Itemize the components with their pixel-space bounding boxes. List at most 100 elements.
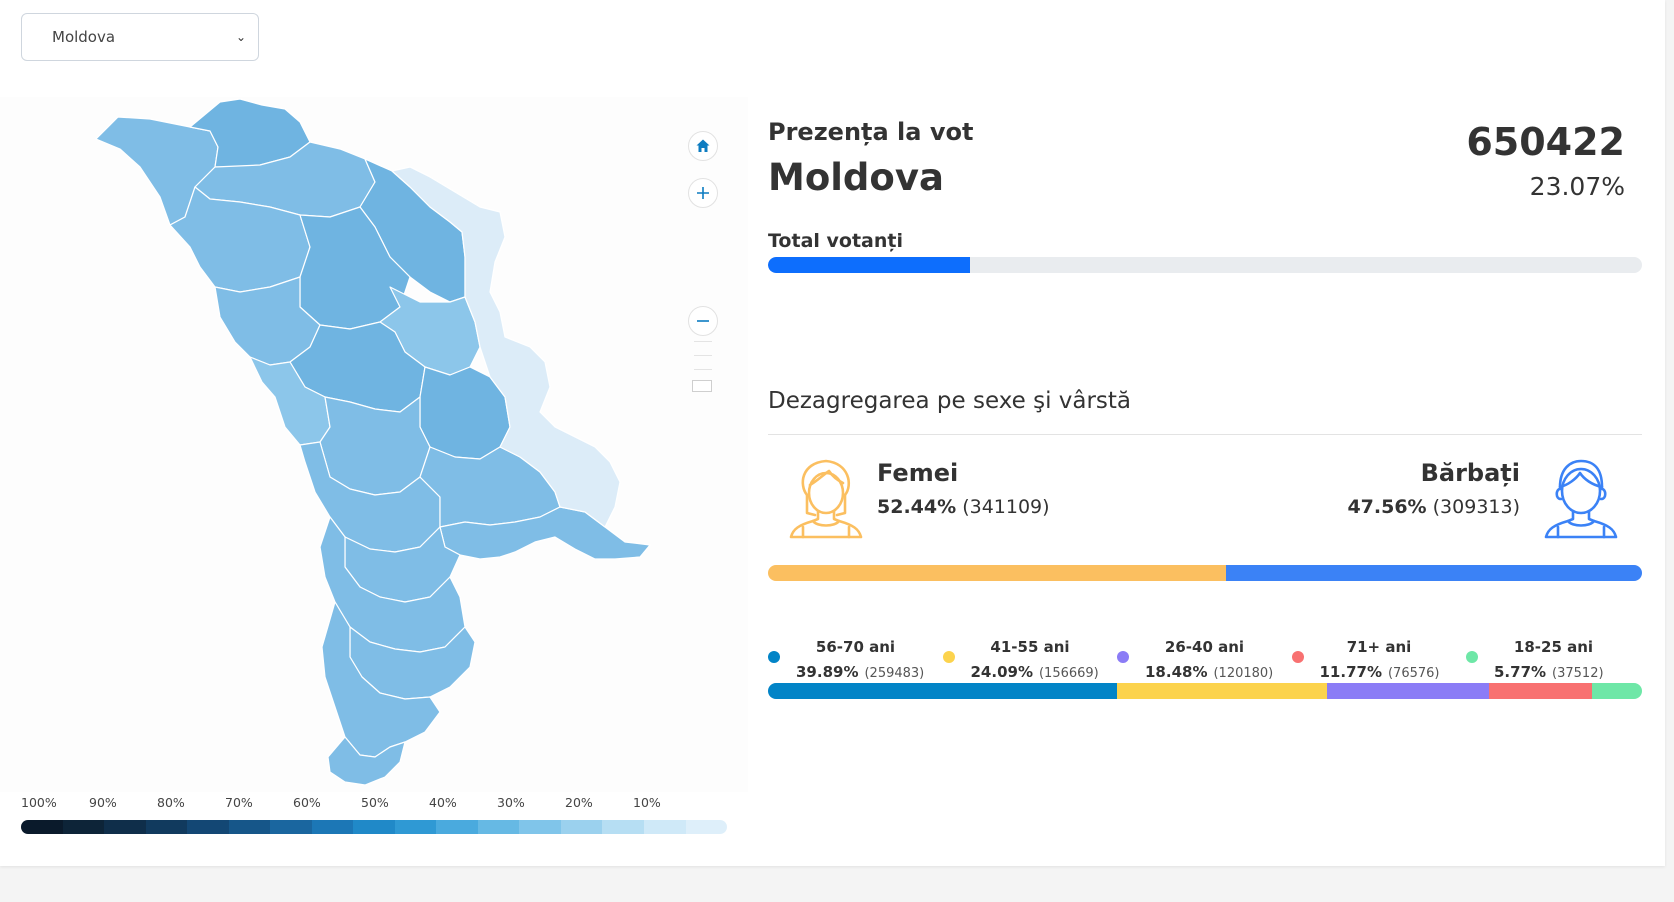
map-region-transnistria[interactable]: [391, 166, 621, 528]
map-region-far-south[interactable]: [327, 736, 406, 786]
legend-swatch: [436, 820, 478, 834]
age-group-stats: 24.09% (156669): [971, 663, 1099, 681]
legend-label: 100%: [21, 795, 57, 810]
age-group-percent: 5.77%: [1494, 663, 1547, 681]
legend-swatch: [353, 820, 395, 834]
age-segment: [1591, 683, 1642, 699]
legend-label: 10%: [633, 795, 661, 810]
legend-swatch: [394, 820, 437, 834]
map-zoom-in-button[interactable]: [688, 178, 718, 208]
men-segment: [1226, 565, 1642, 581]
legend-swatch: [62, 820, 105, 834]
age-group-label: 56-70 ani: [815, 638, 896, 656]
region-select[interactable]: Moldova ⌄: [21, 13, 259, 61]
legend-swatch: [685, 820, 727, 834]
legend-label: 90%: [89, 795, 117, 810]
minus-icon: [697, 320, 709, 322]
age-legend-item: 56-70 ani 39.89% (259483): [768, 636, 943, 682]
chevron-down-icon: ⌄: [235, 30, 246, 44]
legend-swatch: [477, 820, 520, 834]
age-group-count: (156669): [1038, 666, 1099, 681]
age-group-count: (76576): [1387, 666, 1440, 681]
age-segment: [1488, 683, 1592, 699]
legend-swatch: [104, 820, 146, 834]
legend-swatch: [228, 820, 271, 834]
age-group-label: 41-55 ani: [990, 638, 1070, 656]
age-color-dot: [1117, 651, 1129, 663]
age-legend-item: 41-55 ani 24.09% (156669): [942, 636, 1118, 682]
age-legend-item: 71+ ani 11.77% (76576): [1291, 636, 1467, 682]
age-group-stats: 5.77% (37512): [1494, 663, 1604, 681]
age-group-percent: 18.48%: [1145, 663, 1208, 681]
legend-swatch: [21, 820, 63, 834]
man-icon: [1544, 459, 1618, 539]
legend-label: 80%: [157, 795, 185, 810]
age-legend-item: 18-25 ani 5.77% (37512): [1466, 636, 1641, 682]
map-zoom-out-button[interactable]: [688, 306, 718, 336]
legend-swatch: [519, 820, 561, 834]
map-region-south-4[interactable]: [321, 601, 441, 758]
legend-label: 30%: [497, 795, 525, 810]
turnout-progress-fill: [768, 257, 970, 273]
age-group-stats: 11.77% (76576): [1320, 663, 1440, 681]
plus-icon: [697, 187, 709, 199]
turnout-progress-bar: [768, 257, 1642, 273]
total-voters-label: Total votanți: [768, 230, 903, 252]
age-split-bar: [768, 683, 1642, 699]
map-region-south-east[interactable]: [439, 506, 651, 560]
age-color-dot: [942, 651, 955, 663]
women-stats: 52.44% (341109): [877, 496, 1050, 518]
age-group-percent: 11.77%: [1319, 663, 1382, 681]
age-group-count: (37512): [1552, 666, 1604, 681]
map-legend-scale: [21, 820, 727, 834]
breakdown-divider: [768, 434, 1642, 435]
women-percent: 52.44%: [877, 496, 957, 518]
men-label: Bărbați: [1420, 459, 1520, 487]
woman-icon: [789, 459, 863, 539]
women-count: (341109): [962, 496, 1050, 518]
age-color-dot: [768, 651, 780, 663]
turnout-label: Prezența la vot: [768, 118, 974, 146]
age-group-stats: 18.48% (120180): [1145, 663, 1273, 681]
legend-label: 70%: [225, 795, 253, 810]
age-segment: [1116, 683, 1328, 699]
breakdown-title: Dezagregarea pe sexe şi vârstă: [768, 388, 1132, 414]
legend-label: 50%: [361, 795, 389, 810]
age-legend-item: 26-40 ani 18.48% (120180): [1117, 636, 1292, 682]
age-group-percent: 39.89%: [796, 663, 859, 681]
legend-swatch: [270, 820, 312, 834]
men-count: (309313): [1432, 496, 1520, 518]
legend-swatch: [602, 820, 644, 834]
home-icon: [696, 139, 710, 152]
legend-label: 60%: [293, 795, 321, 810]
legend-swatch: [187, 820, 229, 834]
women-segment: [768, 565, 1227, 581]
legend-swatch: [560, 820, 603, 834]
age-group-count: (120180): [1213, 666, 1274, 681]
men-stats: 47.56% (309313): [1347, 496, 1520, 518]
age-group-label: 71+ ani: [1346, 638, 1412, 656]
map-panel[interactable]: [0, 97, 748, 792]
age-color-dot: [1291, 651, 1304, 663]
main-card: Moldova ⌄: [0, 0, 1665, 866]
age-group-stats: 39.89% (259483): [796, 663, 924, 681]
age-segment: [1327, 683, 1489, 699]
legend-swatch: [311, 820, 354, 834]
legend-swatch: [643, 820, 686, 834]
men-percent: 47.56%: [1347, 496, 1427, 518]
age-group-label: 26-40 ani: [1164, 638, 1245, 656]
turnout-percent: 23.07%: [1529, 172, 1625, 201]
legend-label: 40%: [429, 795, 457, 810]
age-segment: [768, 683, 1117, 699]
map-home-button[interactable]: [688, 131, 718, 161]
age-color-dot: [1466, 651, 1478, 663]
gender-split-bar: [768, 565, 1642, 581]
women-label: Femei: [877, 459, 959, 487]
age-group-count: (259483): [864, 666, 925, 681]
moldova-map[interactable]: [0, 97, 748, 792]
age-group-percent: 24.09%: [970, 663, 1033, 681]
turnout-region-name: Moldova: [768, 156, 944, 199]
legend-swatch: [145, 820, 188, 834]
zoom-slider-handle[interactable]: [692, 380, 712, 392]
age-group-label: 18-25 ani: [1513, 638, 1594, 656]
